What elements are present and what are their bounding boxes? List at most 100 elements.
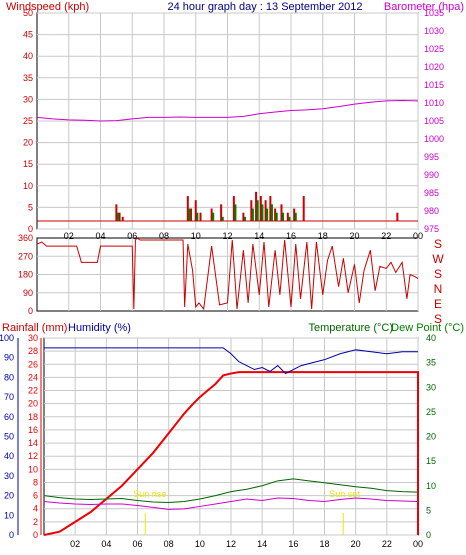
humidity-axis-title: Humidity (%)	[68, 322, 131, 334]
temperature-tick-label: 10	[426, 481, 436, 491]
x-tick-label: 08	[164, 539, 174, 549]
wind-bar	[275, 212, 278, 221]
wind-bar	[255, 191, 258, 221]
rainfall-tick-label: 14	[28, 438, 38, 448]
rainfall-tick-label: 4	[33, 504, 38, 514]
humidity-tick-label: 90	[4, 353, 14, 363]
windspeed-tick-label: 20	[23, 138, 33, 148]
wind-bar	[243, 216, 246, 221]
humidity-tick-label: 80	[4, 372, 14, 382]
temperature-tick-label: 40	[426, 333, 436, 343]
rainfall-tick-label: 10	[28, 464, 38, 474]
windspeed-tick-label: 30	[23, 94, 33, 104]
temperature-tick-label: 20	[426, 432, 436, 442]
wind-bar	[280, 204, 283, 221]
wind-bar	[286, 212, 289, 221]
barometer-tick-label: 975	[424, 224, 439, 234]
wind-bar	[261, 204, 264, 221]
wind-bar	[264, 200, 267, 221]
barometer-tick-label: 1035	[424, 8, 444, 18]
sunset-label: Sun set	[329, 489, 360, 499]
rainfall-tick-label: 6	[33, 491, 38, 501]
wind-bar	[256, 200, 259, 221]
x-tick-label: 12	[226, 539, 236, 549]
wind-bar	[121, 216, 124, 221]
direction-tick-label: 0	[28, 306, 33, 316]
wind-bar	[270, 204, 273, 221]
sunrise-label: Sun rise	[133, 489, 166, 499]
temperature-axis-title: Temperature (°C)	[309, 322, 393, 334]
wind-bar	[199, 212, 202, 221]
wind-bar	[242, 212, 245, 221]
x-tick-label: 18	[319, 539, 329, 549]
x-tick-label: 22	[381, 231, 391, 241]
wind-bar	[116, 212, 119, 221]
chart-title: 24 hour graph day : 13 September 2012	[167, 1, 362, 13]
rainfall-tick-label: 12	[28, 451, 38, 461]
direction-tick-label: 270	[18, 251, 33, 261]
rainfall-axis-title: Rainfall (mm)	[2, 322, 67, 334]
humidity-tick-label: 0	[9, 530, 14, 540]
x-tick-label: 10	[195, 539, 205, 549]
x-tick-label: 12	[222, 231, 232, 241]
x-tick-label: 10	[191, 231, 201, 241]
rainfall-tick-label: 26	[28, 359, 38, 369]
compass-label: S	[434, 267, 442, 281]
humidity-tick-label: 20	[4, 491, 14, 501]
wind-bar	[118, 212, 121, 221]
rainfall-tick-label: 16	[28, 425, 38, 435]
x-tick-label: 08	[159, 231, 169, 241]
barometer-tick-label: 990	[424, 170, 439, 180]
barometer-tick-label: 1015	[424, 80, 444, 90]
windspeed-tick-label: 45	[23, 30, 33, 40]
wind-bar	[250, 200, 253, 221]
x-tick-label: 04	[101, 539, 111, 549]
temperature-tick-label: 5	[426, 505, 431, 515]
wind-bar	[288, 216, 291, 221]
rainfall-tick-label: 18	[28, 412, 38, 422]
wind-direction-line	[36, 237, 419, 311]
compass-label: W	[432, 252, 444, 266]
compass-label: N	[434, 282, 443, 296]
x-tick-label: 14	[254, 231, 264, 241]
x-tick-label: 04	[95, 231, 105, 241]
humidity-tick-label: 40	[4, 451, 14, 461]
direction-tick-label: 180	[18, 270, 33, 280]
windspeed-tick-label: 5	[28, 202, 33, 212]
direction-tick-label: 90	[23, 288, 33, 298]
barometer-axis-title: Barometer (hpa)	[384, 1, 464, 13]
wind-bar	[234, 204, 237, 221]
barometer-tick-label: 995	[424, 152, 439, 162]
barometer-tick-label: 1025	[424, 44, 444, 54]
x-tick-label: 16	[288, 539, 298, 549]
wind-bar	[194, 200, 197, 221]
dewpoint-axis-title: Dew Point (°C)	[391, 322, 464, 334]
x-tick-label: 06	[132, 539, 142, 549]
wind-bar	[269, 196, 272, 221]
x-tick-label: 00	[413, 539, 423, 549]
temperature-line	[43, 478, 419, 503]
x-tick-label: 16	[286, 231, 296, 241]
rainfall-tick-label: 20	[28, 399, 38, 409]
humidity-tick-label: 70	[4, 392, 14, 402]
windspeed-tick-label: 50	[23, 8, 33, 18]
rainfall-tick-label: 22	[28, 386, 38, 396]
windspeed-tick-label: 15	[23, 159, 33, 169]
humidity-tick-label: 10	[4, 510, 14, 520]
humidity-tick-label: 30	[4, 471, 14, 481]
humidity-line	[44, 347, 418, 375]
temperature-tick-label: 25	[426, 407, 436, 417]
x-tick-label: 22	[382, 539, 392, 549]
compass-label: E	[434, 297, 442, 311]
wind-bar	[302, 196, 305, 221]
x-tick-label: 20	[351, 539, 361, 549]
barometer-tick-label: 1020	[424, 62, 444, 72]
barometer-tick-label: 1010	[424, 98, 444, 108]
barometer-tick-label: 1000	[424, 134, 444, 144]
rainfall-tick-label: 8	[33, 477, 38, 487]
wind-bar	[210, 208, 213, 221]
wind-bar	[220, 204, 223, 221]
windspeed-tick-label: 0	[28, 224, 33, 234]
